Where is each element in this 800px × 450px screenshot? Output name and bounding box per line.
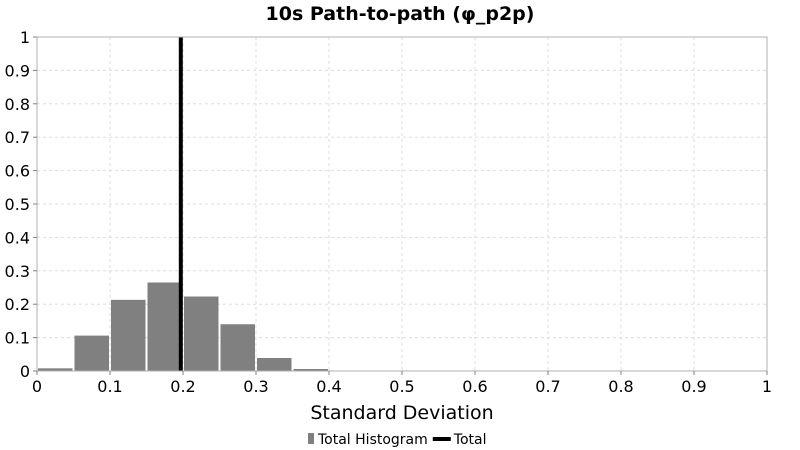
bars (38, 282, 365, 371)
y-tick-label: 0.9 (5, 61, 30, 80)
y-tick-label: 0.2 (5, 295, 30, 314)
legend-swatch-histogram (308, 433, 314, 444)
chart-title: 10s Path-to-path (φ_p2p) (266, 3, 535, 25)
y-tick-label: 0.3 (5, 262, 30, 281)
x-tick-label: 1 (762, 377, 772, 396)
histogram-bar (147, 282, 182, 371)
y-axis-ticks: 0 0.1 0.2 0.3 0.4 0.5 0.6 0.7 0.8 0.9 1 (5, 28, 37, 381)
x-tick-label: 0.4 (316, 377, 341, 396)
x-tick-label: 0.3 (243, 377, 268, 396)
x-tick-label: 0.5 (389, 377, 414, 396)
y-tick-label: 0 (20, 362, 30, 381)
y-tick-label: 0.4 (5, 228, 30, 247)
grid (37, 37, 767, 371)
y-tick-label: 0.5 (5, 195, 30, 214)
x-tick-label: 0.7 (535, 377, 560, 396)
y-tick-label: 0.6 (5, 162, 30, 181)
y-tick-label: 0.7 (5, 128, 30, 147)
legend: Total Histogram Total (308, 432, 486, 448)
histogram-bar (257, 357, 292, 371)
histogram-bar (111, 299, 146, 371)
x-tick-label: 0.1 (97, 377, 122, 396)
x-tick-label: 0.8 (608, 377, 633, 396)
x-tick-label: 0 (32, 377, 42, 396)
legend-label: Total (453, 432, 487, 448)
x-tick-label: 0.2 (170, 377, 195, 396)
y-tick-label: 0.8 (5, 95, 30, 114)
x-axis-label: Standard Deviation (310, 402, 493, 424)
x-axis-ticks: 0 0.1 0.2 0.3 0.4 0.5 0.6 0.7 0.8 0.9 1 (32, 371, 772, 396)
y-tick-label: 0.1 (5, 329, 30, 348)
x-tick-label: 0.9 (681, 377, 706, 396)
y-tick-label: 1 (20, 28, 30, 47)
legend-label: Total Histogram (317, 432, 428, 448)
histogram-bar (184, 296, 219, 371)
x-tick-label: 0.6 (462, 377, 487, 396)
histogram-bar (220, 324, 255, 371)
histogram-bar (74, 335, 109, 371)
histogram-bar (293, 368, 328, 371)
histogram-bar (38, 368, 73, 371)
